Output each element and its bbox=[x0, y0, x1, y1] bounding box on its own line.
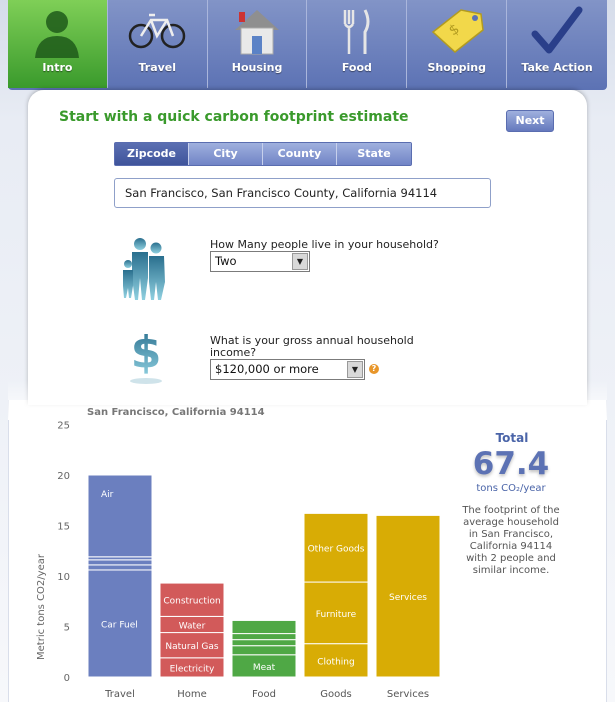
dollar-icon: $ bbox=[130, 327, 162, 384]
location-input[interactable]: San Francisco, San Francisco County, Cal… bbox=[114, 178, 491, 208]
bar-segment bbox=[87, 564, 153, 571]
segment-label: Other Goods bbox=[308, 545, 365, 555]
bar-segment bbox=[231, 645, 297, 656]
bar-segment bbox=[231, 633, 297, 641]
chevron-down-icon[interactable]: ▼ bbox=[292, 253, 308, 270]
top-nav: Intro Travel Housing Food bbox=[8, 0, 607, 90]
tab-label: Intro bbox=[42, 61, 73, 74]
tab-label: Travel bbox=[138, 61, 177, 74]
house-icon bbox=[235, 10, 280, 55]
x-tick-label: Services bbox=[387, 689, 429, 700]
fork-knife-icon bbox=[343, 9, 370, 54]
tab-travel[interactable]: Travel bbox=[108, 0, 208, 88]
segment-label: Furniture bbox=[316, 610, 357, 620]
tab-intro[interactable]: Intro bbox=[8, 0, 108, 88]
tab-label: Food bbox=[341, 61, 372, 74]
y-tick-label: 0 bbox=[64, 673, 70, 684]
bicycle-icon bbox=[128, 13, 186, 49]
bar-segment bbox=[159, 632, 225, 659]
location-type-tabs: Zipcode City County State bbox=[114, 142, 412, 166]
household-value: Two bbox=[215, 254, 237, 268]
household-question: How Many people live in your household? bbox=[210, 238, 439, 251]
x-tick-label: Food bbox=[252, 689, 276, 700]
tab-state[interactable]: State bbox=[337, 143, 411, 165]
bar-segment bbox=[375, 514, 441, 678]
tab-label: Housing bbox=[231, 61, 283, 74]
segment-label: Services bbox=[389, 593, 427, 603]
x-tick-label: Home bbox=[177, 689, 207, 700]
segment-label: Car Fuel bbox=[101, 620, 138, 630]
income-question: What is your gross annual household inco… bbox=[210, 334, 414, 359]
tab-city[interactable]: City bbox=[189, 143, 263, 165]
tab-shopping[interactable]: $ Shopping bbox=[407, 0, 508, 88]
tab-county[interactable]: County bbox=[263, 143, 337, 165]
segment-label: Air bbox=[101, 490, 114, 500]
page-title: Start with a quick carbon footprint esti… bbox=[59, 109, 409, 125]
household-select[interactable]: Two ▼ bbox=[210, 251, 310, 272]
total-value: 67.4 bbox=[472, 446, 550, 482]
y-tick-label: 5 bbox=[64, 623, 70, 634]
price-tag-icon: $ bbox=[431, 9, 484, 53]
tab-take-action[interactable]: Take Action bbox=[507, 0, 607, 88]
bar-segment bbox=[231, 639, 297, 647]
bar-segment bbox=[87, 559, 153, 566]
tab-housing[interactable]: Housing bbox=[208, 0, 308, 88]
segment-label: Meat bbox=[253, 663, 276, 673]
panel-fade bbox=[8, 380, 607, 420]
bar-segment bbox=[303, 643, 369, 678]
tab-zipcode[interactable]: Zipcode bbox=[115, 143, 189, 165]
x-tick-label: Goods bbox=[320, 689, 352, 700]
segment-label: Water bbox=[179, 621, 206, 631]
svg-text:$: $ bbox=[131, 327, 162, 378]
y-axis-label: Metric tons CO2/year bbox=[36, 553, 47, 660]
chart-location: San Francisco, California 94114 bbox=[87, 407, 265, 418]
segment-label: Natural Gas bbox=[165, 642, 219, 652]
x-tick-label: Travel bbox=[104, 689, 135, 700]
bar-segment bbox=[87, 474, 153, 558]
y-tick-label: 25 bbox=[57, 421, 70, 432]
chevron-down-icon[interactable]: ▼ bbox=[347, 361, 363, 378]
total-label: Total bbox=[495, 431, 529, 445]
checkmark-icon bbox=[531, 6, 583, 54]
family-icon bbox=[123, 238, 165, 300]
footprint-chart: Metric tons CO2/year 0 5 10 15 20 25 Car Fuel Ai… bbox=[36, 421, 441, 700]
y-tick-label: 20 bbox=[57, 471, 70, 482]
person-silhouette-icon bbox=[35, 11, 80, 58]
total-description: The footprint of the average household i… bbox=[462, 505, 560, 576]
next-button[interactable]: Next bbox=[506, 110, 554, 132]
total-unit: tons CO₂/year bbox=[476, 483, 546, 494]
segment-label: Construction bbox=[163, 597, 220, 607]
y-tick-label: 10 bbox=[57, 572, 70, 583]
bar-segment bbox=[231, 619, 297, 635]
help-icon[interactable]: ? bbox=[369, 364, 379, 374]
income-value: $120,000 or more bbox=[215, 362, 319, 376]
bar-segment bbox=[159, 582, 225, 617]
y-tick-label: 15 bbox=[57, 522, 70, 533]
income-select[interactable]: $120,000 or more ▼ bbox=[210, 359, 365, 380]
segment-label: Clothing bbox=[317, 657, 354, 667]
tab-food[interactable]: Food bbox=[307, 0, 408, 88]
bar-segment bbox=[303, 512, 369, 583]
tab-label: Take Action bbox=[521, 61, 593, 74]
tab-label: Shopping bbox=[427, 61, 486, 74]
bar-segment bbox=[87, 569, 153, 678]
segment-label: Electricity bbox=[170, 664, 215, 674]
